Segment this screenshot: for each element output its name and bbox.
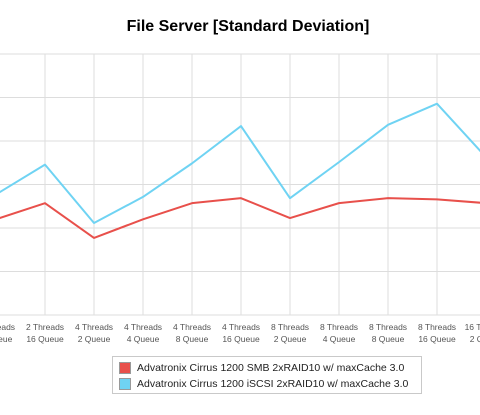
legend-label-smb: Advatronix Cirrus 1200 SMB 2xRAID10 w/ m… bbox=[137, 362, 405, 374]
x-tick-label: 2 Threads 16 Queue bbox=[26, 322, 64, 344]
x-tick-label: 8 Threads 16 Queue bbox=[418, 322, 456, 344]
x-tick-label: 4 Threads 8 Queue bbox=[173, 322, 211, 344]
legend-swatch-iscsi bbox=[119, 378, 131, 390]
x-tick-label: 4 Threads 16 Queue bbox=[222, 322, 260, 344]
chart-title: File Server [Standard Deviation] bbox=[126, 18, 370, 35]
series-line-1 bbox=[0, 102, 480, 225]
x-tick-label: 8 Threads 4 Queue bbox=[320, 322, 358, 344]
legend-item-smb[interactable]: Advatronix Cirrus 1200 SMB 2xRAID10 w/ m… bbox=[119, 360, 415, 376]
grid-lines bbox=[0, 53, 480, 316]
x-tick-label: 4 Threads 4 Queue bbox=[124, 322, 162, 344]
series-line-0 bbox=[0, 197, 480, 239]
x-tick-label: 8 Threads 8 Queue bbox=[369, 322, 407, 344]
legend-item-iscsi[interactable]: Advatronix Cirrus 1200 iSCSI 2xRAID10 w/… bbox=[119, 376, 415, 392]
series-lines bbox=[0, 102, 480, 239]
legend-swatch-smb bbox=[119, 362, 131, 374]
x-tick-label: 8 Threads 2 Queue bbox=[271, 322, 309, 344]
x-tick-label: 4 Threads 2 Queue bbox=[75, 322, 113, 344]
legend-label-iscsi: Advatronix Cirrus 1200 iSCSI 2xRAID10 w/… bbox=[137, 378, 409, 390]
legend: Advatronix Cirrus 1200 SMB 2xRAID10 w/ m… bbox=[112, 356, 422, 394]
